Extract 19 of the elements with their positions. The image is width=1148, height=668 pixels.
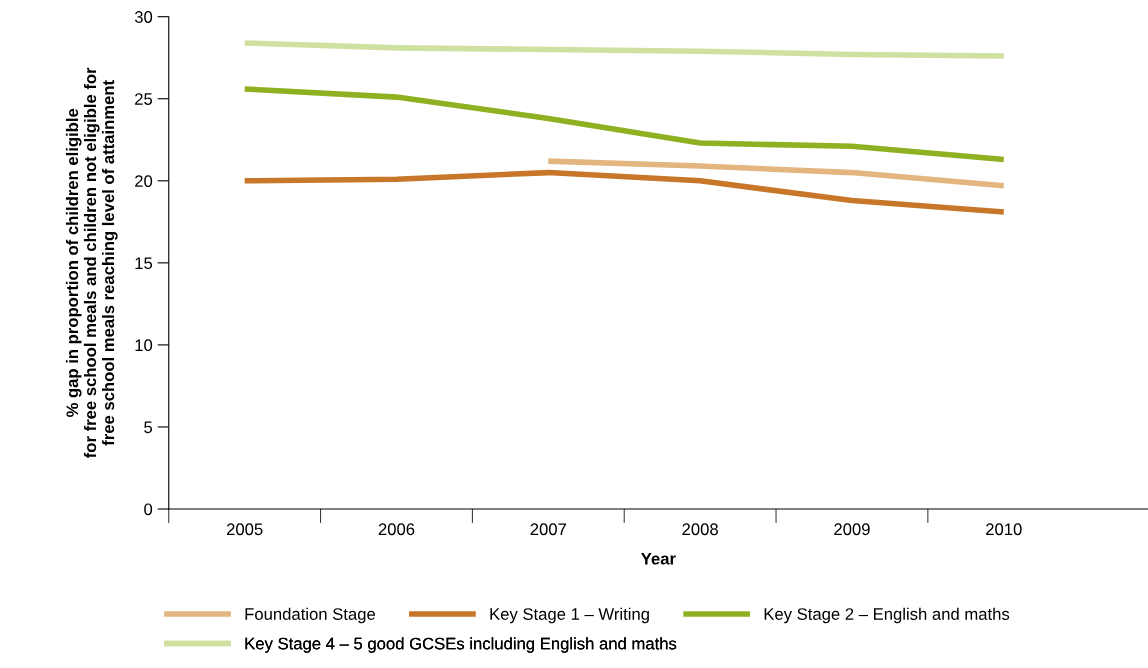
legend-label: Key Stage 1 – Writing: [490, 607, 649, 624]
x-tick-label: 2009: [834, 523, 870, 536]
legend-label: Foundation Stage: [245, 607, 376, 624]
legend-label: Key Stage 2 – English and maths: [764, 607, 1010, 624]
x-axis-title: Year: [641, 552, 676, 565]
x-tick-label: 2005: [226, 523, 263, 536]
y-tick-label: 20: [135, 175, 153, 188]
y-tick-label: 25: [135, 93, 153, 105]
y-tick-label: 5: [144, 421, 153, 434]
y-tick-label: 10: [135, 339, 153, 352]
y-tick-label: 0: [144, 503, 153, 516]
x-tick-label: 2006: [378, 523, 415, 536]
legend-label: Key Stage 4 – 5 good GCSEs including English and maths: [245, 637, 677, 653]
x-tick-label: 2008: [682, 523, 718, 536]
x-tick-label: 2010: [986, 523, 1022, 536]
y-axis-title: % gap in proportion of children eligible for free school meals and children not eligible for free school meals reaching level of attainment: [65, 67, 118, 458]
x-tick-label: 2007: [530, 523, 567, 536]
y-tick-label: 30: [134, 11, 153, 23]
y-tick-label: 15: [135, 257, 153, 270]
